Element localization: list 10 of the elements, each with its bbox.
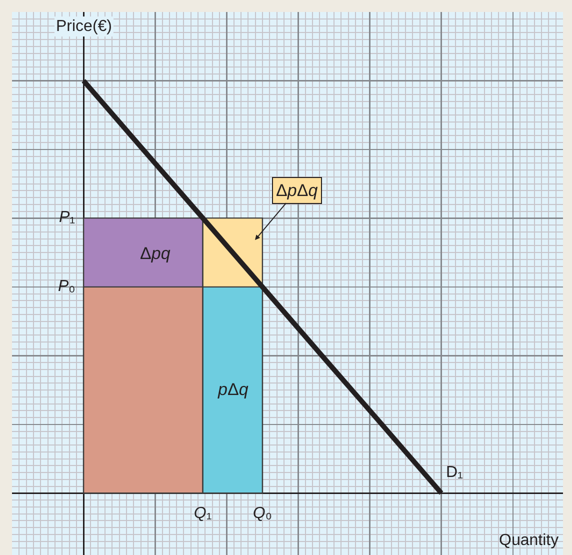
annotation: P₁	[59, 209, 76, 226]
annotation: ΔpΔq	[276, 181, 318, 200]
annotation: Δpq	[140, 244, 171, 263]
x-tick-label: Q₀	[252, 505, 272, 522]
annotation: pΔq	[217, 380, 249, 399]
x-tick-label: Q₁	[194, 505, 212, 522]
x-axis-title: Quantity	[499, 532, 559, 549]
y-axis-title: Price(€)	[56, 18, 112, 35]
annotation: P₀	[58, 278, 76, 295]
series-label: D₁	[446, 464, 463, 481]
